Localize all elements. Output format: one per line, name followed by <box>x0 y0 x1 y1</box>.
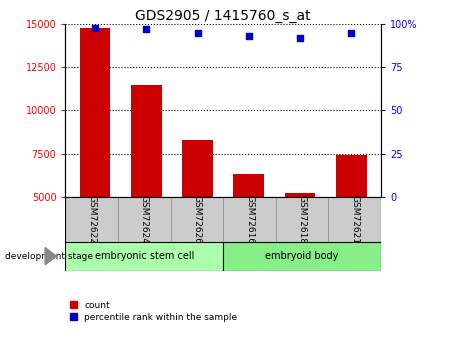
Polygon shape <box>45 248 56 265</box>
Text: GSM72616: GSM72616 <box>245 195 254 244</box>
Text: GSM72618: GSM72618 <box>298 195 307 244</box>
Text: GSM72626: GSM72626 <box>193 195 202 244</box>
Bar <box>234 174 264 283</box>
Bar <box>170 197 223 241</box>
Legend: count, percentile rank within the sample: count, percentile rank within the sample <box>70 301 238 322</box>
Point <box>143 27 150 32</box>
Point <box>194 30 201 36</box>
Bar <box>80 28 110 283</box>
Bar <box>223 197 276 241</box>
Text: GSM72622: GSM72622 <box>87 195 96 244</box>
Text: embryonic stem cell: embryonic stem cell <box>95 251 194 261</box>
Bar <box>285 193 316 283</box>
Point <box>296 35 304 41</box>
Text: GSM72624: GSM72624 <box>140 195 149 244</box>
Bar <box>223 241 381 271</box>
Text: GSM72621: GSM72621 <box>350 195 359 244</box>
Bar <box>182 140 213 283</box>
Bar <box>276 197 328 241</box>
Bar <box>65 241 223 271</box>
Bar <box>118 197 170 241</box>
Bar <box>336 155 367 283</box>
Bar <box>65 197 118 241</box>
Title: GDS2905 / 1415760_s_at: GDS2905 / 1415760_s_at <box>135 9 311 23</box>
Text: embryoid body: embryoid body <box>266 251 339 261</box>
Point <box>348 30 355 36</box>
Point <box>245 33 253 39</box>
Bar <box>328 197 381 241</box>
Point <box>92 25 99 30</box>
Bar <box>131 85 162 283</box>
Text: development stage: development stage <box>5 252 92 261</box>
